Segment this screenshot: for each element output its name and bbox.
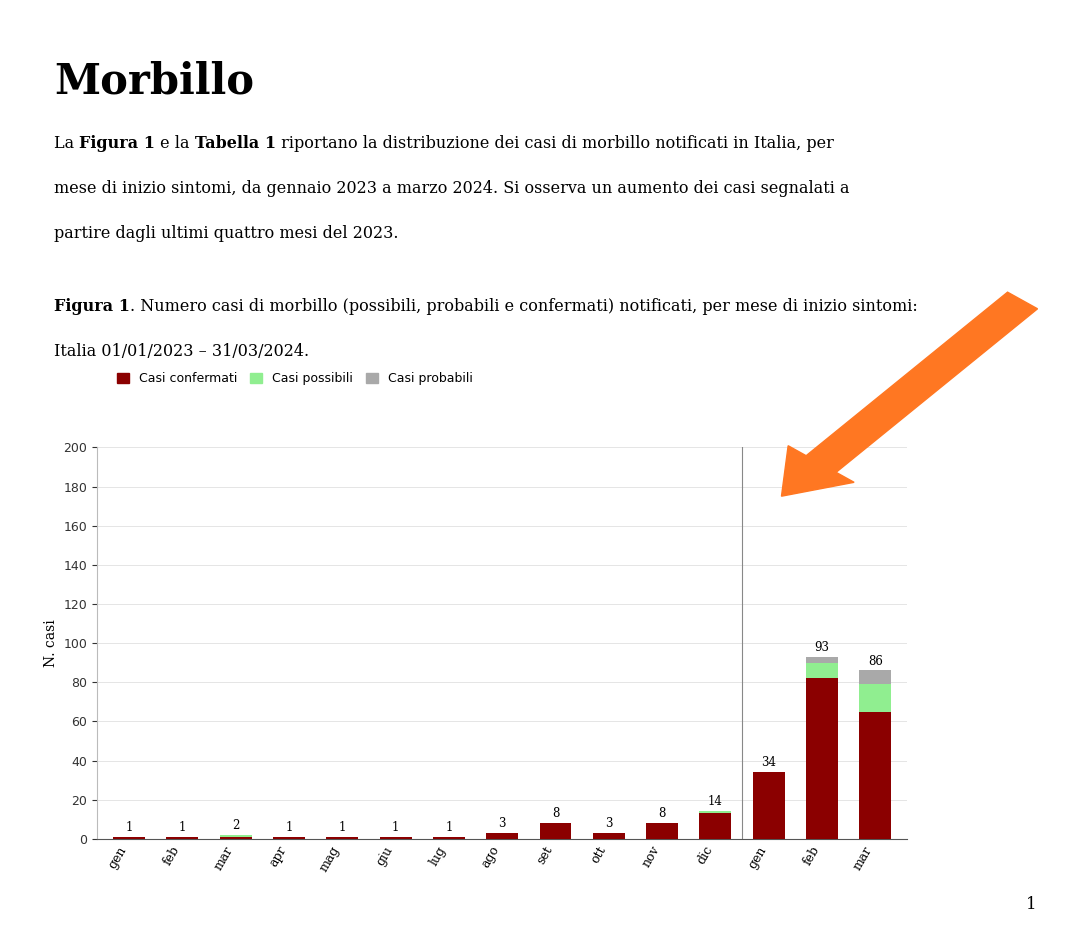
Bar (433, 837, 464, 839)
Text: 1: 1 (285, 821, 293, 834)
Bar (219, 835, 252, 837)
Bar (326, 837, 359, 839)
Text: La: La (54, 135, 79, 152)
Text: riportano la distribuzione dei casi di morbillo notificati in Italia, per: riportano la distribuzione dei casi di m… (276, 135, 834, 152)
Text: mese di inizio sintomi, da gennaio 2023 a marzo 2024. Si osserva un aumento dei : mese di inizio sintomi, da gennaio 2023 … (54, 180, 850, 197)
Bar (753, 773, 785, 839)
Legend: Casi confermati, Casi possibili, Casi probabili: Casi confermati, Casi possibili, Casi pr… (111, 367, 478, 391)
Bar (860, 670, 891, 684)
Text: 1: 1 (339, 821, 346, 834)
Bar (273, 837, 305, 839)
Text: 86: 86 (868, 654, 882, 667)
Text: 14: 14 (707, 796, 723, 808)
Text: 34: 34 (761, 757, 777, 769)
Text: Morbillo: Morbillo (54, 61, 254, 103)
Text: 3: 3 (605, 817, 612, 830)
Text: Figura 1: Figura 1 (79, 135, 156, 152)
Text: Italia 01/01/2023 – 31/03/2024.: Italia 01/01/2023 – 31/03/2024. (54, 343, 309, 360)
Text: Tabella 1: Tabella 1 (194, 135, 276, 152)
Bar (700, 814, 731, 839)
Bar (380, 837, 411, 839)
Text: 3: 3 (499, 817, 505, 830)
Y-axis label: N. casi: N. casi (44, 619, 58, 667)
Bar (860, 684, 891, 712)
Bar (806, 663, 838, 678)
Text: 1: 1 (392, 821, 400, 834)
Text: 1: 1 (125, 821, 133, 834)
Text: 8: 8 (552, 807, 559, 820)
FancyArrow shape (782, 292, 1038, 496)
Text: 1: 1 (445, 821, 453, 834)
Bar (113, 837, 145, 839)
Bar (806, 678, 838, 839)
Bar (700, 812, 731, 814)
Bar (646, 823, 678, 839)
Bar (166, 837, 199, 839)
Text: 8: 8 (659, 807, 665, 820)
Text: 1: 1 (179, 821, 186, 834)
Bar (540, 823, 571, 839)
Text: Figura 1: Figura 1 (54, 298, 130, 315)
Bar (593, 833, 624, 839)
Text: e la: e la (156, 135, 194, 152)
Text: partire dagli ultimi quattro mesi del 2023.: partire dagli ultimi quattro mesi del 20… (54, 225, 399, 241)
Bar (860, 712, 891, 839)
Text: 2: 2 (232, 819, 240, 832)
Bar (219, 837, 252, 839)
Text: 93: 93 (814, 641, 829, 654)
Text: . Numero casi di morbillo (possibili, probabili e confermati) notificati, per me: . Numero casi di morbillo (possibili, pr… (130, 298, 918, 315)
Bar (806, 657, 838, 663)
Text: 1: 1 (1026, 897, 1037, 913)
Bar (486, 833, 518, 839)
